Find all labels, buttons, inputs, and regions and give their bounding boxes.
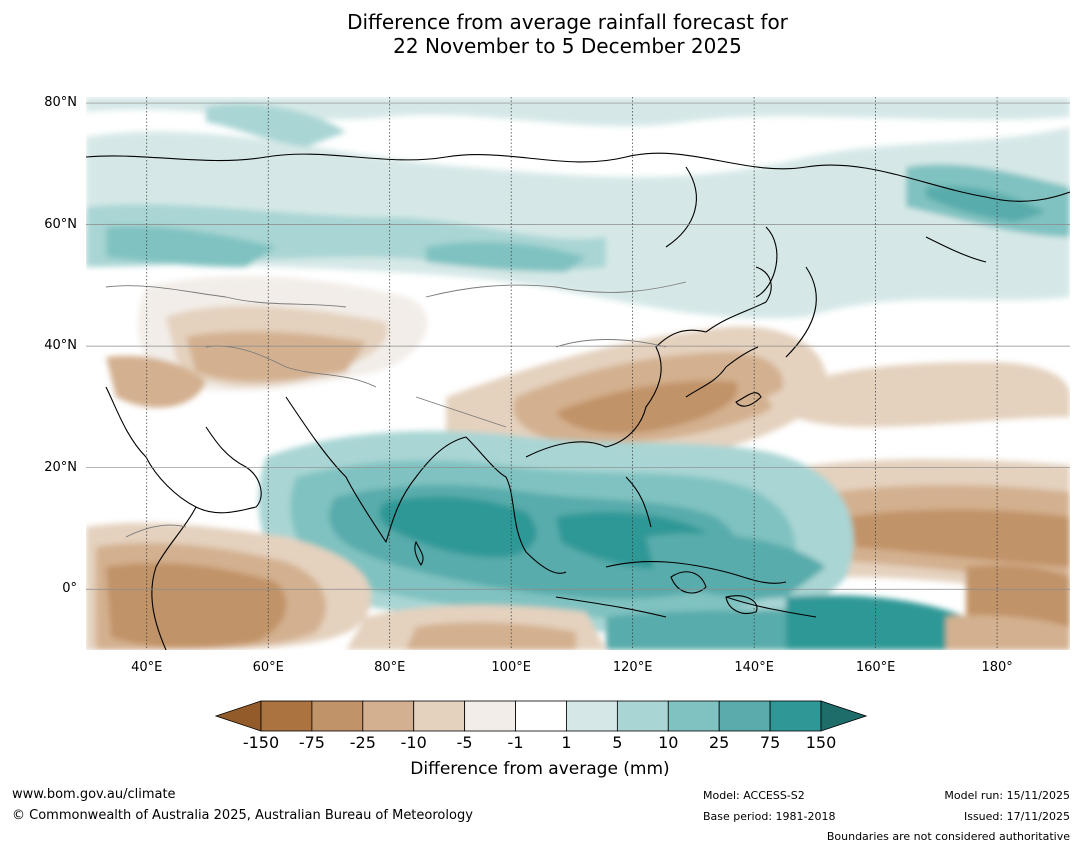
rainfall-anomaly-field <box>86 97 1070 650</box>
lat-tick-label: 20°N <box>44 459 77 475</box>
base-period-info: Base period: 1981-2018 <box>703 810 836 823</box>
lon-tick-label: 60°E <box>252 660 284 675</box>
title-line-1: Difference from average rainfall forecas… <box>347 10 788 34</box>
colorbar-over-arrow <box>820 700 867 732</box>
colorbar-tick-label: 150 <box>805 733 837 752</box>
colorbar-segment <box>260 700 313 732</box>
issued-info: Issued: 17/11/2025 <box>963 810 1070 823</box>
colorbar-tick-label: 1 <box>561 733 572 752</box>
lon-tick-label: 180° <box>981 660 1013 675</box>
colorbar-under-arrow <box>215 700 262 732</box>
colorbar-tick-label: -5 <box>456 733 473 752</box>
title-line-2: 22 November to 5 December 2025 <box>393 34 742 58</box>
lat-tick-label: 80°N <box>44 95 77 111</box>
colorbar-segment <box>667 700 720 732</box>
colorbar-tick-label: -75 <box>298 733 325 752</box>
colorbar-segment <box>616 700 669 732</box>
disclaimer-text: Boundaries are not considered authoritat… <box>826 830 1070 843</box>
model-run-info: Model run: 15/11/2025 <box>944 789 1070 802</box>
colorbar <box>215 700 867 732</box>
lon-tick-label: 100°E <box>491 660 531 675</box>
colorbar-tick-label: -10 <box>400 733 427 752</box>
colorbar-title: Difference from average (mm) <box>410 759 670 779</box>
colorbar-segment <box>566 700 618 732</box>
colorbar-segment <box>515 700 567 732</box>
colorbar-segment <box>413 700 466 732</box>
lat-tick-label: 0° <box>62 581 77 597</box>
lon-tick-label: 120°E <box>612 660 653 675</box>
colorbar-segment <box>464 700 516 732</box>
lon-tick-label: 160°E <box>855 660 896 675</box>
website-link[interactable]: www.bom.gov.au/climate <box>12 787 176 802</box>
colorbar-segment <box>311 700 364 732</box>
colorbar-tick-label: 75 <box>759 733 781 752</box>
lon-tick-label: 140°E <box>734 660 774 675</box>
chart-title: Difference from average rainfall forecas… <box>0 10 1081 58</box>
lon-tick-label: 40°E <box>131 660 163 675</box>
lat-tick-label: 60°N <box>44 216 77 232</box>
colorbar-tick-label: 5 <box>612 733 623 752</box>
colorbar-tick-label: -1 <box>507 733 524 752</box>
lon-tick-label: 80°E <box>374 660 406 675</box>
colorbar-tick-label: 10 <box>658 733 679 752</box>
political-boundaries <box>105 281 687 538</box>
map-gridlines <box>86 97 1070 650</box>
colorbar-tick-label: -25 <box>349 733 376 752</box>
colorbar-tick-label: -150 <box>242 733 280 752</box>
rainfall-map[interactable] <box>86 97 1070 650</box>
colorbar-tick-label: 25 <box>708 733 730 752</box>
model-info: Model: ACCESS-S2 <box>703 789 805 802</box>
coastlines <box>86 152 1070 650</box>
lat-tick-label: 40°N <box>44 338 77 354</box>
colorbar-segment <box>362 700 415 732</box>
colorbar-segment <box>769 700 822 732</box>
copyright-text: © Commonwealth of Australia 2025, Austra… <box>12 808 473 823</box>
colorbar-segment <box>718 700 771 732</box>
